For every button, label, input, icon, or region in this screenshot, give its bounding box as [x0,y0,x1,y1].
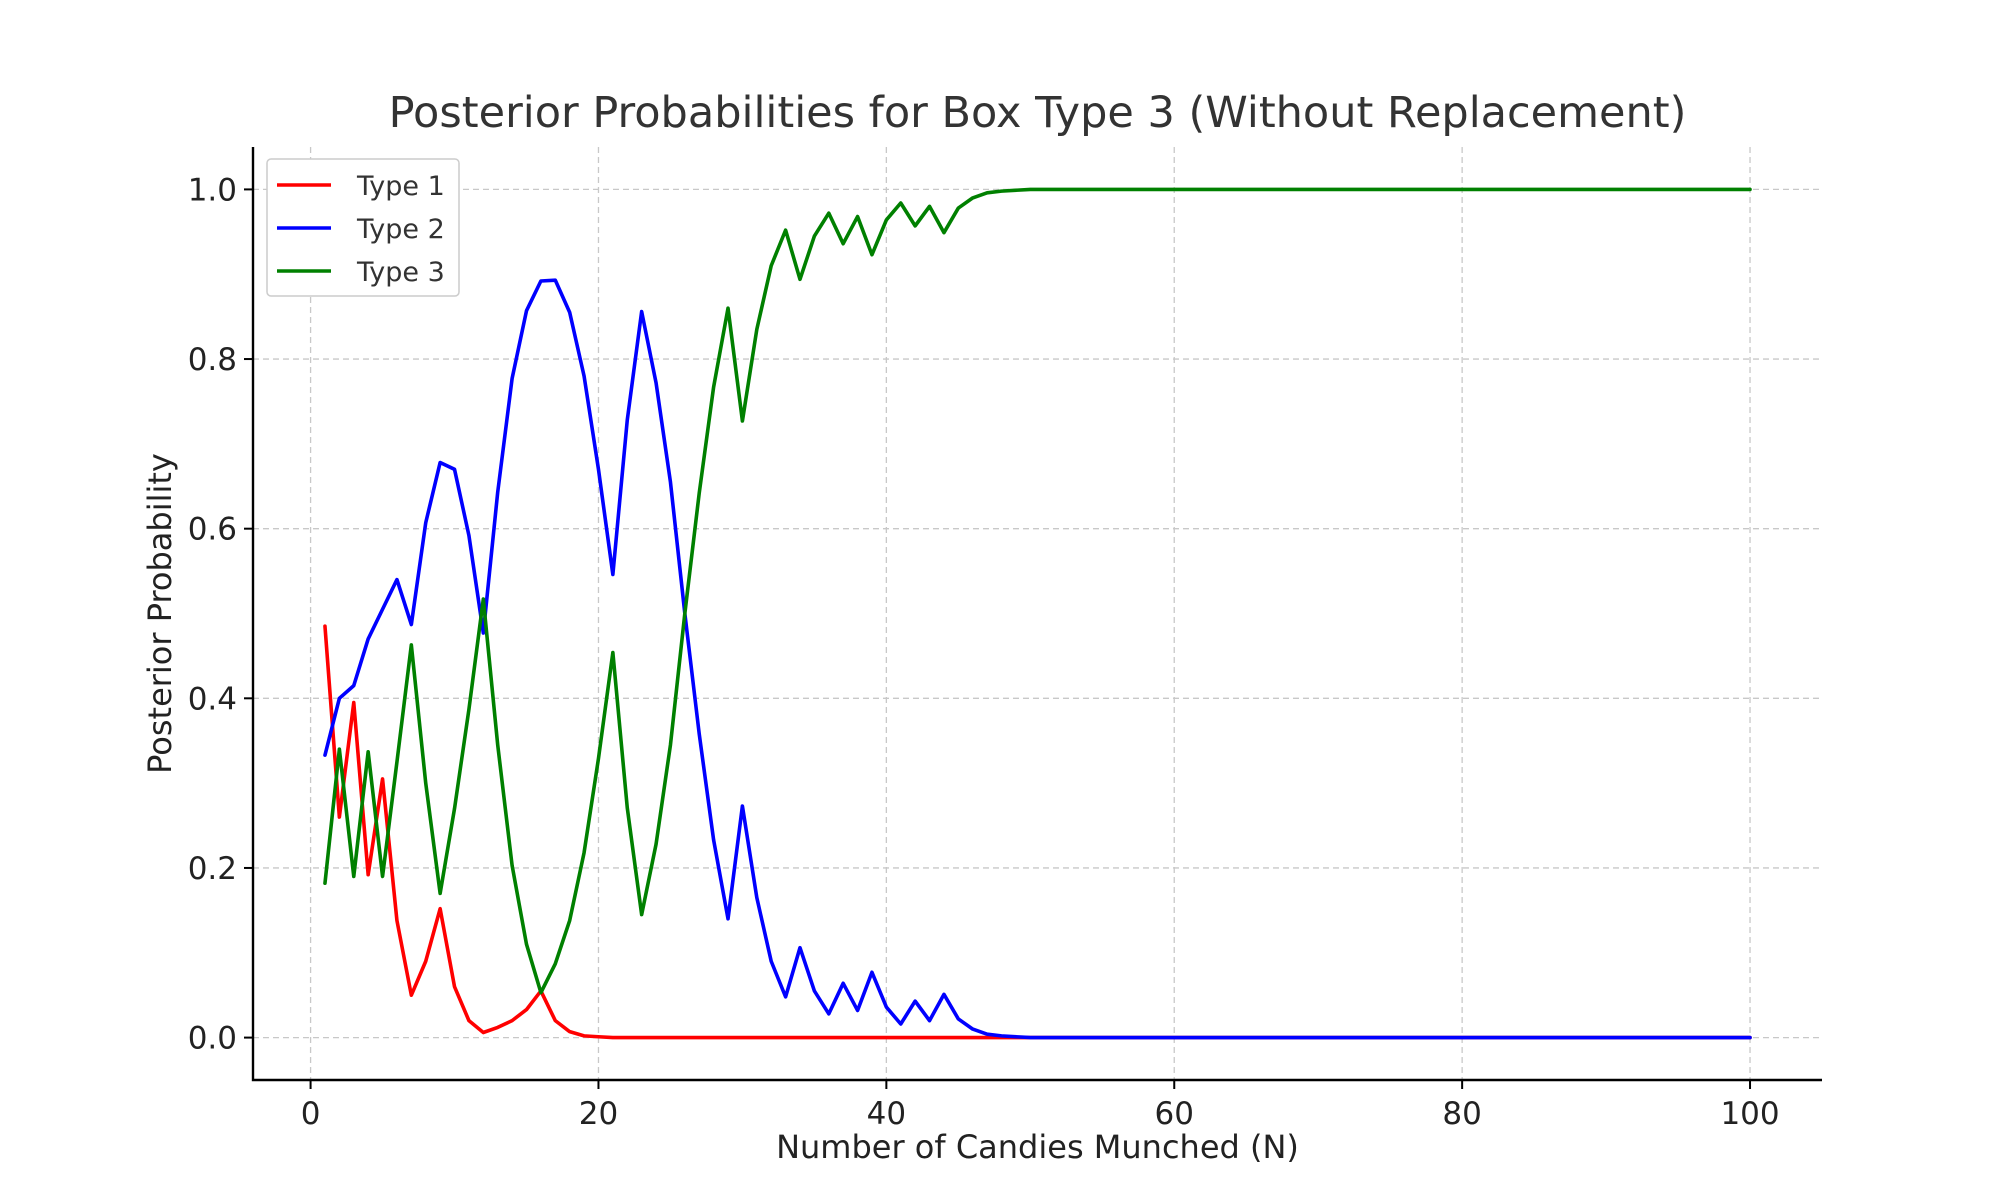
y-axis-ticks: 0.0 0.2 0.4 0.6 0.8 1.0 [188,172,253,1057]
grid [253,147,1822,1080]
y-tick-label: 0.0 [188,1021,237,1057]
x-tick-label: 40 [867,1096,906,1132]
axes-spine [251,147,1822,1082]
y-tick-label: 1.0 [188,172,237,208]
series-layer [323,187,1752,1040]
legend-box [266,158,460,297]
y-tick-label: 0.8 [188,342,237,378]
y-tick-label: 0.6 [188,512,237,548]
x-tick-label: 0 [301,1096,321,1132]
x-axis-label: Number of Candies Munched (N) [776,1128,1299,1166]
legend-entries: Type 1 Type 2 Type 3 [277,171,445,288]
chart-title: Posterior Probabilities for Box Type 3 (… [389,88,1687,138]
legend-label: Type 1 [356,171,445,202]
y-tick-label: 0.2 [188,851,237,887]
y-axis-label: Posterior Probability [141,453,179,774]
legend: Type 1 Type 2 Type 3 [266,158,460,297]
series-line-type-3 [323,187,1752,995]
x-tick-label: 60 [1155,1096,1194,1132]
x-tick-label: 20 [579,1096,618,1132]
x-tick-label: 80 [1442,1096,1481,1132]
y-tick-label: 0.4 [188,681,237,717]
series-line-type-2 [323,278,1752,1040]
x-axis-ticks: 0 20 40 60 80 100 [301,1080,1780,1132]
x-tick-label: 100 [1720,1096,1779,1132]
series-line-type-1 [323,624,1752,1040]
legend-label: Type 2 [356,214,445,245]
legend-label: Type 3 [356,257,445,288]
